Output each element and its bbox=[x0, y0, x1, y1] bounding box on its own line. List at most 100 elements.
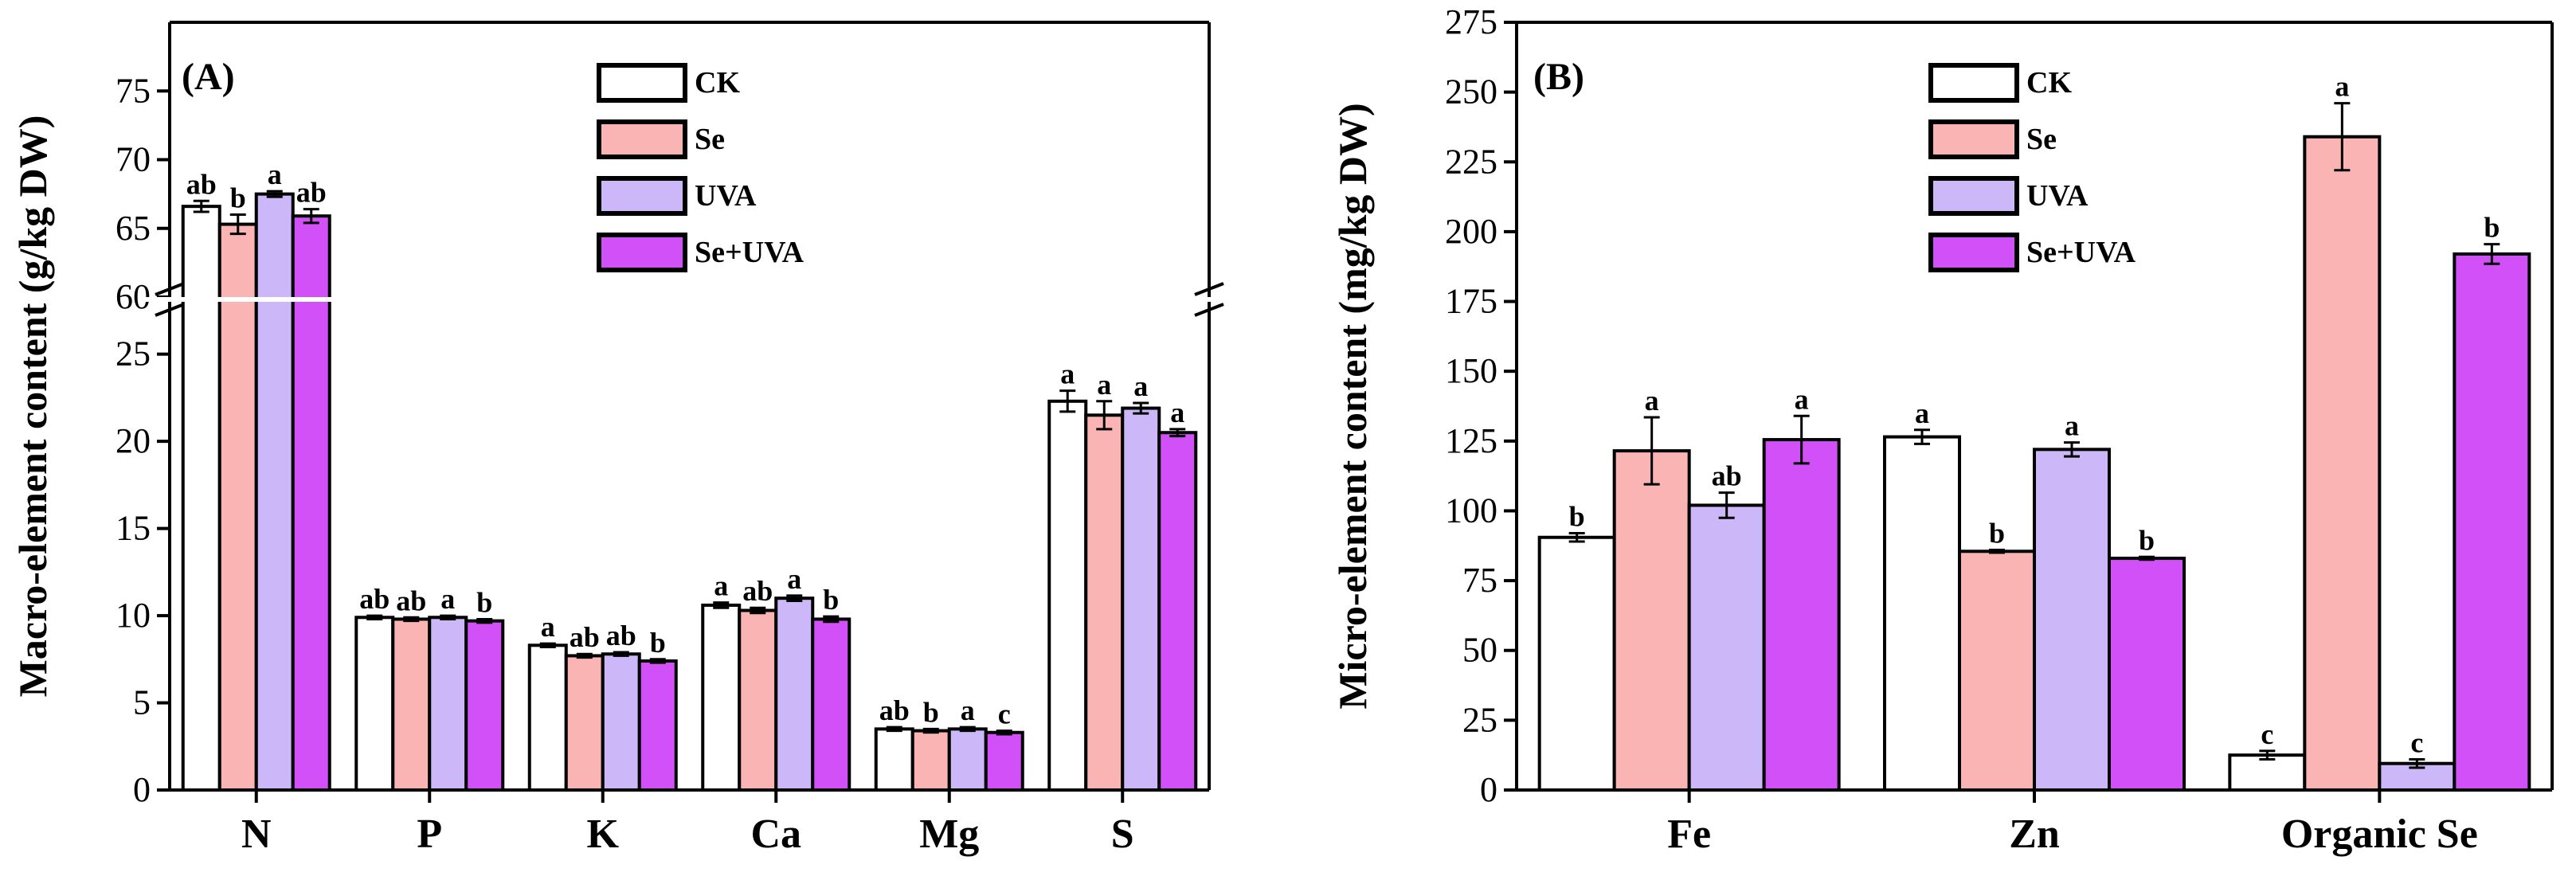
bar-se-ca bbox=[738, 608, 778, 792]
y-tick-label: 75 bbox=[115, 71, 151, 110]
panel-label: (A) bbox=[182, 56, 235, 98]
uva-zn-sig-letter: a bbox=[2065, 410, 2079, 442]
y-tick-label: 225 bbox=[1445, 142, 1497, 181]
se-uva-n-sig-letter: ab bbox=[296, 177, 327, 209]
uva-fe-sig-letter: ab bbox=[1712, 460, 1742, 492]
y-axis-title: Micro-element content (mg/kg DW) bbox=[1330, 103, 1375, 709]
legend-swatch-se bbox=[597, 119, 687, 159]
y-tick-label: 0 bbox=[133, 770, 151, 809]
bar-uva-zn bbox=[2033, 448, 2111, 792]
se-uva-ca-sig-letter: b bbox=[823, 584, 839, 616]
y-tick-label: 250 bbox=[1445, 72, 1497, 111]
bar-ck-p bbox=[354, 616, 395, 792]
axis-break-mark-right bbox=[1194, 282, 1224, 296]
bar-se-uva-p bbox=[464, 619, 505, 792]
y-tick-label: 175 bbox=[1445, 282, 1497, 321]
y-tick-label: 70 bbox=[115, 140, 151, 179]
bar-se-fe bbox=[1612, 449, 1691, 792]
y-tick-label: 275 bbox=[1445, 2, 1497, 41]
y-tick-label: 50 bbox=[1462, 631, 1497, 670]
ck-fe-sig-letter: b bbox=[1569, 500, 1585, 532]
uva-k-sig-letter: ab bbox=[606, 620, 636, 651]
x-tick-label-fe: Fe bbox=[1667, 812, 1711, 857]
bar-se-uva-k bbox=[637, 659, 678, 792]
ck-k-sig-letter: a bbox=[541, 611, 555, 643]
se-uva-zn-sig-letter: b bbox=[2139, 524, 2155, 556]
legend-label-se-uva: Se+UVA bbox=[695, 236, 805, 269]
bar-se-zn bbox=[1958, 550, 2036, 792]
bar-se-p bbox=[391, 617, 432, 792]
y-axis-title: Macro-element content (g/kg DW) bbox=[10, 115, 55, 698]
legend-swatch-ck bbox=[597, 63, 687, 103]
x-tick-label-mg: Mg bbox=[919, 812, 979, 857]
legend-label-uva: UVA bbox=[2026, 179, 2089, 213]
bar-ck-ca bbox=[701, 603, 742, 792]
bar-se-n bbox=[217, 222, 258, 792]
uva-s-sig-letter: a bbox=[1133, 370, 1148, 402]
uva-n-sig-letter: a bbox=[268, 158, 282, 190]
legend-swatch-ck bbox=[1928, 63, 2019, 103]
x-tick-label-p: P bbox=[417, 812, 442, 857]
panel-b: 0255075100125150175200225250275FebaabaZn… bbox=[1330, 2, 2554, 857]
uva-p-sig-letter: a bbox=[440, 583, 455, 615]
legend-label-ck: CK bbox=[695, 66, 740, 100]
legend-swatch-uva bbox=[597, 176, 687, 216]
y-tick-label: 25 bbox=[1462, 700, 1497, 739]
se-fe-sig-letter: a bbox=[1645, 385, 1659, 417]
se-uva-fe-sig-letter: a bbox=[1795, 383, 1809, 415]
se-ca-sig-letter: ab bbox=[742, 575, 773, 607]
ck-p-sig-letter: ab bbox=[359, 583, 390, 615]
bar-se-uva-ca bbox=[811, 617, 851, 792]
bar-se-uva-mg bbox=[984, 730, 1024, 792]
se-p-sig-letter: ab bbox=[396, 585, 426, 616]
se-k-sig-letter: ab bbox=[570, 621, 600, 653]
panel-label: (B) bbox=[1533, 56, 1584, 98]
bar-uva-fe bbox=[1687, 503, 1766, 792]
bar-ck-zn bbox=[1883, 435, 1961, 792]
se-zn-sig-letter: b bbox=[1989, 518, 2005, 550]
bar-ck-k bbox=[527, 643, 568, 792]
x-tick-label-n: N bbox=[241, 812, 272, 857]
se-n-sig-letter: b bbox=[230, 182, 246, 214]
ck-zn-sig-letter: a bbox=[1915, 397, 1929, 429]
ck-ca-sig-letter: a bbox=[714, 570, 728, 602]
se-uva-k-sig-letter: b bbox=[650, 627, 666, 659]
bar-se-k bbox=[564, 654, 605, 792]
x-tick-label-ca: Ca bbox=[750, 812, 801, 857]
x-tick-label-s: S bbox=[1111, 812, 1134, 857]
bar-se-uva-s bbox=[1157, 431, 1198, 792]
legend-swatch-se-uva bbox=[1928, 233, 2019, 272]
y-tick-label: 60 bbox=[115, 277, 151, 316]
bar-uva-n bbox=[254, 192, 295, 792]
y-tick-label: 200 bbox=[1445, 212, 1497, 251]
y-tick-label: 100 bbox=[1445, 491, 1497, 530]
legend-label-ck: CK bbox=[2026, 66, 2072, 100]
bar-se-organic-se bbox=[2303, 135, 2382, 792]
bar-se-s bbox=[1084, 413, 1125, 792]
bar-uva-p bbox=[428, 616, 468, 792]
y-tick-label: 125 bbox=[1445, 421, 1497, 460]
bar-uva-s bbox=[1121, 406, 1161, 792]
ck-organic-se-sig-letter: c bbox=[2261, 718, 2273, 750]
ck-n-sig-letter: ab bbox=[186, 168, 217, 200]
x-tick-label-organic-se: Organic Se bbox=[2281, 812, 2478, 857]
bar-se-uva-zn bbox=[2108, 557, 2186, 792]
axis-break-mark-right bbox=[1194, 303, 1224, 317]
legend-swatch-se-uva bbox=[597, 233, 687, 272]
uva-ca-sig-letter: a bbox=[787, 563, 801, 595]
ck-s-sig-letter: a bbox=[1060, 358, 1075, 390]
bar-se-uva-organic-se bbox=[2453, 252, 2531, 792]
legend-label-se-uva: Se+UVA bbox=[2026, 236, 2136, 269]
bar-uva-ca bbox=[774, 596, 815, 792]
se-mg-sig-letter: b bbox=[923, 696, 939, 728]
y-tick-label: 10 bbox=[115, 596, 151, 635]
legend-label-se: Se bbox=[695, 123, 725, 156]
y-tick-label: 75 bbox=[1462, 561, 1497, 600]
bar-uva-mg bbox=[947, 727, 988, 792]
se-uva-organic-se-sig-letter: b bbox=[2484, 212, 2500, 244]
se-uva-s-sig-letter: a bbox=[1170, 397, 1184, 428]
bar-ck-s bbox=[1047, 399, 1088, 792]
se-uva-mg-sig-letter: c bbox=[998, 698, 1011, 730]
